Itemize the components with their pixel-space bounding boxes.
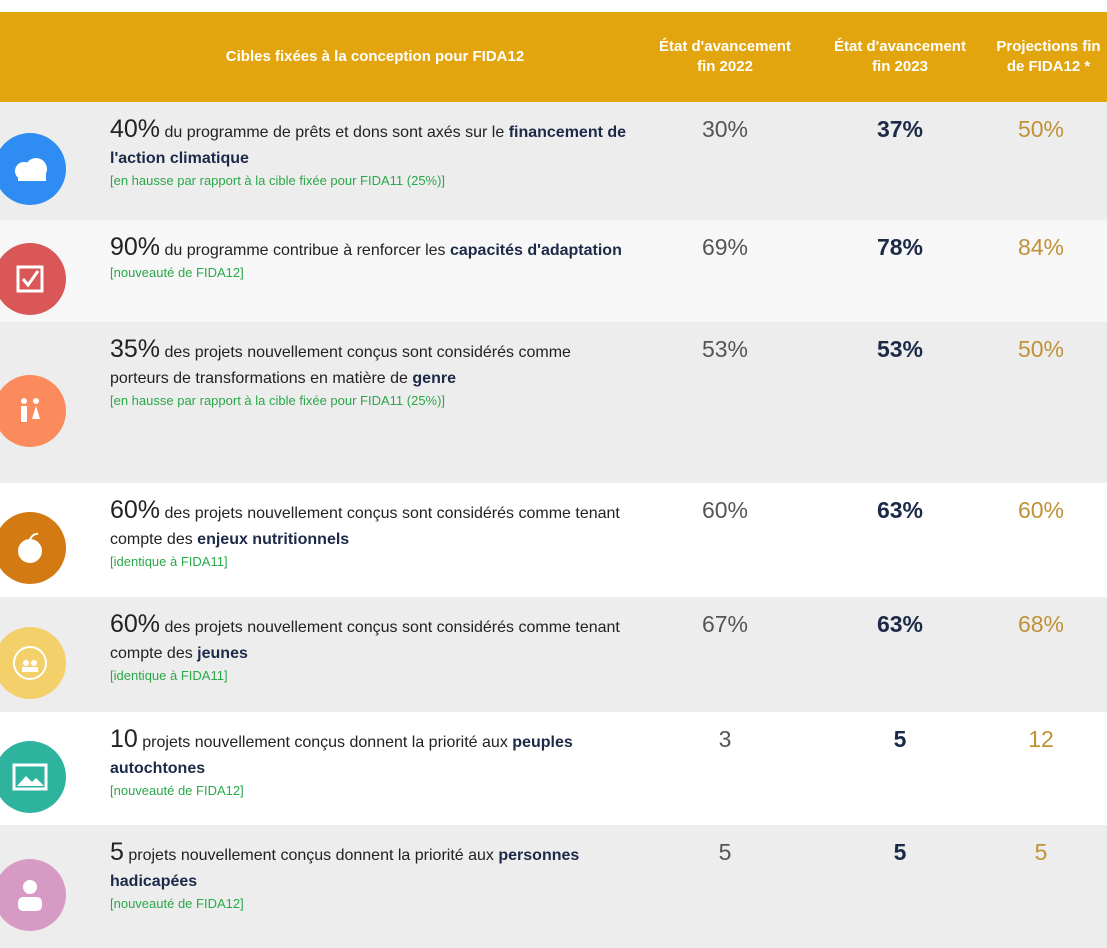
value-cell: 60% xyxy=(1017,497,1065,523)
header: Cibles fixées à la conception pour FIDA1… xyxy=(0,12,1107,102)
target-focus: capacités d'adaptation xyxy=(449,242,622,259)
target-text: 90% du programme contribue à renforcer l… xyxy=(110,234,630,282)
target-focus: jeunes xyxy=(197,645,248,662)
value-cell: 12 xyxy=(1028,726,1054,752)
target-description: des projets nouvellement conçus sont con… xyxy=(110,505,620,548)
target-number: 90% xyxy=(110,233,161,261)
row-icon xyxy=(0,626,66,699)
target-text: 60% des projets nouvellement conçus sont… xyxy=(110,497,630,571)
table-row: 90% du programme contribue à renforcer l… xyxy=(0,220,1107,322)
target-text: 10 projets nouvellement conçus donnent l… xyxy=(110,726,630,800)
header-cell: Cibles fixées à la conception pour FIDA1… xyxy=(225,48,525,65)
target-description: du programme de prêts et dons sont axés … xyxy=(164,124,505,141)
target-focus: genre xyxy=(412,370,456,387)
header-cell: État d'avancement fin 2023 xyxy=(834,38,966,75)
target-note: [nouveauté de FIDA12] xyxy=(110,265,244,280)
target-description: du programme contribue à renforcer les xyxy=(164,242,446,259)
target-description: des projets nouvellement conçus sont con… xyxy=(110,619,620,662)
value-cell: 5 xyxy=(893,726,907,752)
target-text: 35% des projets nouvellement conçus sont… xyxy=(110,336,630,410)
value-cell: 63% xyxy=(876,611,924,637)
value-cell: 30% xyxy=(701,116,749,142)
value-cell: 68% xyxy=(1017,611,1065,637)
value-cell: 84% xyxy=(1017,234,1065,260)
target-text: 5 projets nouvellement conçus donnent la… xyxy=(110,839,630,913)
value-cell: 3 xyxy=(718,726,732,752)
target-number: 60% xyxy=(110,610,161,638)
target-focus: personnes hadicapées xyxy=(110,847,580,890)
table-row: 40% du programme de prêts et dons sont a… xyxy=(0,102,1107,220)
target-description: projets nouvellement conçus donnent la p… xyxy=(142,734,508,751)
row-icon xyxy=(0,243,66,315)
value-cell: 53% xyxy=(701,336,749,362)
target-note: [en hausse par rapport à la cible fixée … xyxy=(110,393,446,408)
row-icon xyxy=(0,133,66,205)
value-cell: 50% xyxy=(1017,336,1065,362)
target-number: 40% xyxy=(110,115,161,143)
target-number: 60% xyxy=(110,496,161,524)
value-cell: 69% xyxy=(701,234,749,260)
value-cell: 5 xyxy=(718,839,732,865)
value-cell: 78% xyxy=(876,234,924,260)
target-note: [nouveauté de FIDA12] xyxy=(110,896,244,911)
row-icon xyxy=(0,512,66,584)
value-cell: 60% xyxy=(701,497,749,523)
row-icon xyxy=(0,858,66,931)
header-cell: État d'avancement fin 2022 xyxy=(659,38,791,75)
target-focus: enjeux nutritionnels xyxy=(197,531,350,548)
table-row: 10 projets nouvellement conçus donnent l… xyxy=(0,712,1107,825)
target-focus: peuples autochtones xyxy=(110,734,573,777)
table-row: 35% des projets nouvellement conçus sont… xyxy=(0,322,1107,483)
target-number: 35% xyxy=(110,335,161,363)
target-text: 40% du programme de prêts et dons sont a… xyxy=(110,116,630,190)
target-number: 5 xyxy=(110,838,124,866)
value-cell: 63% xyxy=(876,497,924,523)
header-cell: Projections fin de FIDA12 * xyxy=(996,38,1101,75)
table-row: 60% des projets nouvellement conçus sont… xyxy=(0,483,1107,597)
value-cell: 67% xyxy=(701,611,749,637)
target-note: [en hausse par rapport à la cible fixée … xyxy=(110,173,446,188)
row-icon xyxy=(0,740,66,813)
value-cell: 5 xyxy=(1034,839,1048,865)
target-text: 60% des projets nouvellement conçus sont… xyxy=(110,611,630,685)
target-note: [identique à FIDA11] xyxy=(110,554,228,569)
value-cell: 50% xyxy=(1017,116,1065,142)
table-row: 60% des projets nouvellement conçus sont… xyxy=(0,597,1107,712)
value-cell: 37% xyxy=(876,116,924,142)
target-note: [nouveauté de FIDA12] xyxy=(110,783,244,798)
target-note: [identique à FIDA11] xyxy=(110,668,228,683)
target-description: projets nouvellement conçus donnent la p… xyxy=(128,847,494,864)
target-focus: financement de l'action climatique xyxy=(110,124,627,167)
value-cell: 53% xyxy=(876,336,924,362)
target-number: 10 xyxy=(110,725,138,753)
target-description: des projets nouvellement conçus sont con… xyxy=(110,344,571,387)
value-cell: 5 xyxy=(893,839,907,865)
table-row: 5 projets nouvellement conçus donnent la… xyxy=(0,825,1107,948)
row-icon xyxy=(0,374,66,447)
